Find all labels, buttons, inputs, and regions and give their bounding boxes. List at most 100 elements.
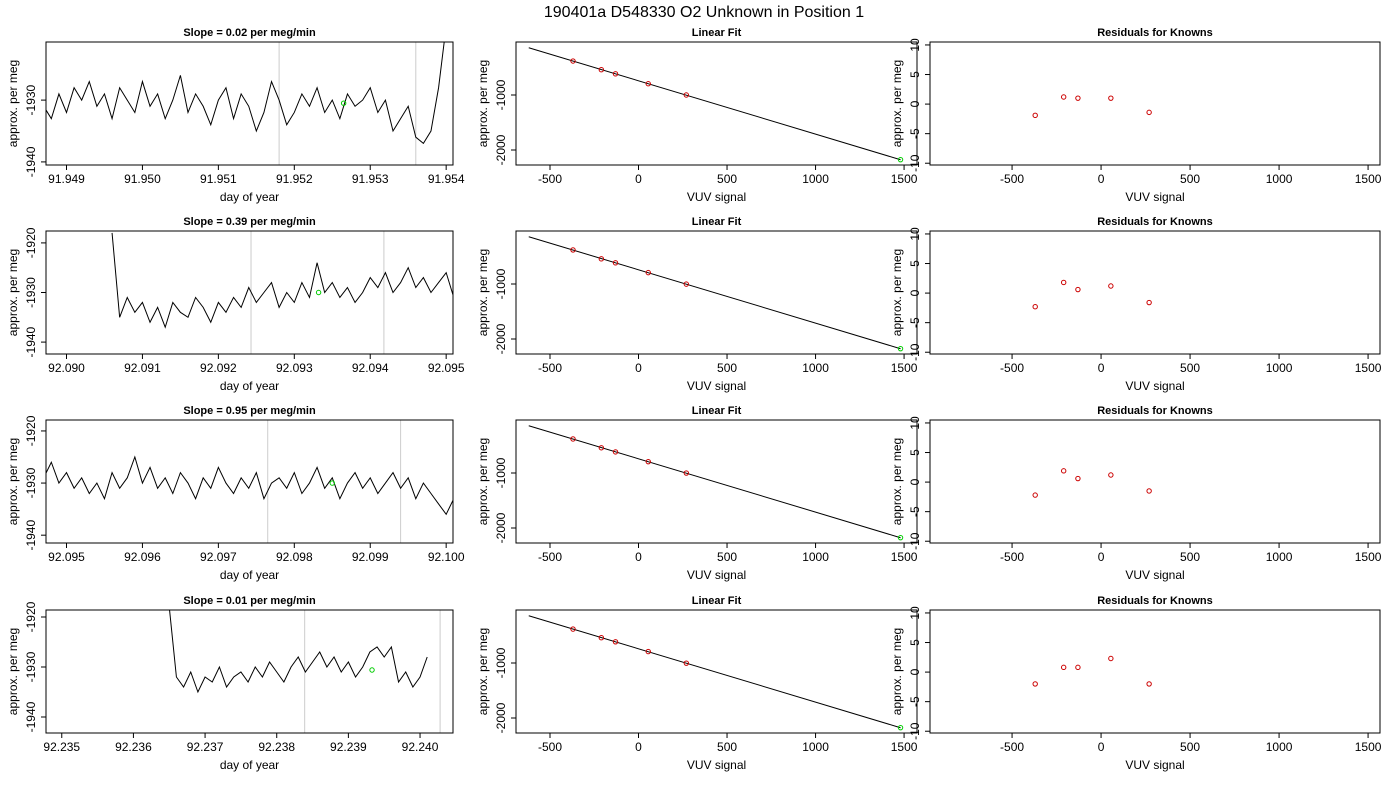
x-tick-label: 1500: [891, 740, 918, 754]
known-point: [1146, 488, 1152, 494]
x-tick-label: -500: [538, 172, 562, 186]
y-tick-label: -1920: [24, 601, 38, 632]
y-tick-label: -1920: [24, 415, 38, 446]
series-line: [111, 232, 453, 329]
y-tick-label: 0: [908, 478, 922, 485]
y-tick-label: 10: [908, 38, 922, 52]
known-point: [1075, 475, 1081, 482]
plot-frame: [45, 230, 454, 355]
x-tick-label: 92.098: [276, 550, 313, 564]
y-tick-label: -1930: [24, 651, 38, 682]
y-tick-label: 5: [908, 449, 922, 456]
known-point: [598, 67, 605, 73]
x-tick-label: -500: [1000, 740, 1024, 754]
x-tick-label: 1500: [1355, 550, 1382, 564]
fit-line: [528, 425, 901, 539]
y-tick-label: -2000: [494, 702, 508, 733]
x-tick-label: 92.236: [115, 740, 152, 754]
y-axis-label: approx. per meg: [476, 628, 490, 715]
y-tick-label: -1940: [24, 146, 38, 177]
panel-title: Residuals for Knowns: [1097, 216, 1213, 228]
panel-title: Linear Fit: [692, 595, 742, 607]
x-tick-label: -500: [538, 550, 562, 564]
known-point: [570, 247, 576, 253]
x-tick-label: 500: [1180, 361, 1200, 375]
y-tick-label: -5: [908, 696, 922, 707]
x-tick-label: 1500: [1355, 172, 1382, 186]
x-tick-label: 0: [635, 740, 642, 754]
x-tick-label: 0: [635, 550, 642, 564]
y-axis-label: approx. per meg: [476, 249, 490, 336]
x-tick-label: 92.239: [330, 740, 367, 754]
known-point: [1108, 95, 1114, 101]
y-tick-label: -1000: [494, 79, 508, 110]
x-tick-label: 500: [717, 172, 737, 186]
x-axis-label: day of year: [220, 379, 279, 393]
x-tick-label: 0: [1098, 740, 1105, 754]
known-point: [598, 445, 605, 451]
x-tick-label: 1000: [1266, 550, 1293, 564]
x-tick-label: 500: [1180, 740, 1200, 754]
known-point: [645, 648, 651, 655]
y-tick-label: -2000: [494, 134, 508, 165]
x-tick-label: 1000: [1266, 740, 1293, 754]
x-tick-label: 92.095: [48, 550, 85, 564]
unknown-point: [897, 534, 904, 541]
y-tick-label: 10: [908, 227, 922, 241]
y-axis-label: approx. per meg: [6, 249, 20, 336]
x-axis-label: day of year: [220, 568, 279, 582]
known-point: [1032, 112, 1038, 119]
known-point: [1075, 664, 1081, 671]
panel-title: Linear Fit: [692, 216, 742, 228]
fit-line: [528, 47, 901, 161]
x-tick-label: 0: [1098, 550, 1105, 564]
known-point: [1108, 283, 1114, 289]
y-axis-label: approx. per meg: [890, 60, 904, 147]
known-point: [570, 626, 576, 632]
x-tick-label: 92.090: [48, 361, 85, 375]
x-tick-label: 92.240: [402, 740, 439, 754]
known-point: [645, 458, 651, 465]
x-axis-label: VUV signal: [687, 379, 746, 393]
panel-title: Residuals for Knowns: [1097, 405, 1213, 417]
x-tick-label: 91.954: [428, 172, 465, 186]
y-axis-label: approx. per meg: [6, 438, 20, 525]
y-tick-label: -1000: [494, 647, 508, 678]
known-point: [570, 58, 576, 64]
y-tick-label: -1000: [494, 457, 508, 488]
x-tick-label: -500: [538, 740, 562, 754]
known-point: [1146, 109, 1152, 116]
y-axis-label: approx. per meg: [890, 438, 904, 525]
x-tick-label: 92.100: [428, 550, 465, 564]
x-tick-label: 1000: [802, 740, 829, 754]
x-tick-label: 92.097: [200, 550, 237, 564]
x-tick-label: 92.094: [352, 361, 389, 375]
y-tick-label: -1000: [494, 268, 508, 299]
y-axis-label: approx. per meg: [890, 628, 904, 715]
x-tick-label: 91.953: [352, 172, 389, 186]
x-tick-label: 92.096: [124, 550, 161, 564]
panel-title: Linear Fit: [692, 405, 742, 417]
known-point: [598, 256, 605, 262]
y-tick-label: -10: [908, 532, 922, 550]
panel-title: Slope = 0.39 per meg/min: [183, 216, 316, 228]
y-tick-label: -1930: [24, 277, 38, 308]
x-axis-label: VUV signal: [687, 568, 746, 582]
x-tick-label: 0: [1098, 361, 1105, 375]
plot-frame: [515, 41, 918, 166]
x-axis-label: VUV signal: [1125, 758, 1184, 772]
y-tick-label: -1930: [24, 84, 38, 115]
x-tick-label: 91.952: [276, 172, 313, 186]
plot-frame: [929, 419, 1381, 544]
y-tick-label: 0: [908, 289, 922, 296]
known-point: [1060, 468, 1067, 474]
y-tick-label: -10: [908, 722, 922, 740]
y-axis-label: approx. per meg: [476, 438, 490, 525]
fit-line: [528, 615, 901, 729]
x-tick-label: 91.949: [48, 172, 85, 186]
y-tick-label: -10: [908, 154, 922, 172]
y-tick-label: -10: [908, 343, 922, 361]
known-point: [645, 269, 651, 276]
y-tick-label: -1920: [24, 227, 38, 258]
